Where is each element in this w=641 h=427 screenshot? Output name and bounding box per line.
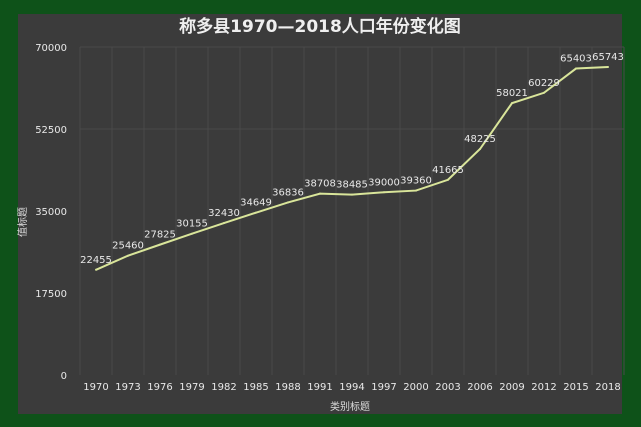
data-point: [287, 201, 289, 204]
x-tick-label: 2012: [531, 382, 556, 393]
y-tick-label: 0: [61, 371, 67, 382]
x-tick-label: 1997: [371, 382, 396, 393]
data-point: [383, 191, 385, 194]
data-label: 39000: [368, 177, 400, 188]
x-tick-label: 1979: [179, 382, 204, 393]
data-point: [223, 222, 225, 225]
x-tick-label: 1976: [147, 382, 172, 393]
data-point: [447, 178, 449, 181]
data-point: [543, 91, 545, 94]
y-tick-label: 70000: [35, 43, 67, 54]
data-label: 22455: [80, 255, 112, 266]
data-label: 30155: [176, 219, 208, 230]
data-label: 65743: [592, 52, 624, 63]
data-point: [351, 193, 353, 196]
data-point: [127, 254, 129, 257]
x-tick-label: 1994: [339, 382, 364, 393]
data-point: [319, 192, 321, 195]
x-tick-label: 1988: [275, 382, 300, 393]
data-point: [191, 232, 193, 235]
data-point: [479, 148, 481, 151]
data-point: [95, 268, 97, 271]
chart-title: 称多县1970—2018人口年份变化图: [179, 16, 461, 37]
data-label: 41665: [432, 165, 464, 176]
x-tick-label: 2006: [467, 382, 492, 393]
data-label: 34649: [240, 198, 272, 209]
x-tick-label: 2000: [403, 382, 428, 393]
data-label: 27825: [144, 230, 176, 241]
data-label: 38708: [304, 179, 336, 190]
data-point: [415, 189, 417, 192]
data-label: 39360: [400, 176, 432, 187]
x-tick-label: 2009: [499, 382, 524, 393]
x-axis-title: 类别标题: [330, 400, 370, 413]
data-point: [607, 65, 609, 68]
x-tick-label: 2018: [595, 382, 620, 393]
x-tick-label: 2015: [563, 382, 588, 393]
x-tick-label: 1982: [211, 382, 236, 393]
x-tick-label: 1985: [243, 382, 268, 393]
y-tick-label: 17500: [35, 289, 67, 300]
y-tick-label: 52500: [35, 125, 67, 136]
data-point: [575, 67, 577, 70]
data-label: 48225: [464, 134, 496, 145]
x-tick-label: 1970: [83, 382, 108, 393]
data-label: 65403: [560, 54, 592, 65]
x-tick-label: 1973: [115, 382, 140, 393]
data-point: [159, 243, 161, 246]
data-point: [255, 211, 257, 214]
chart-panel: [18, 14, 622, 414]
data-label: 58021: [496, 88, 528, 99]
x-tick-label: 2003: [435, 382, 460, 393]
y-axis-title: 值标题: [16, 207, 29, 237]
data-label: 32430: [208, 208, 240, 219]
x-tick-label: 1991: [307, 382, 332, 393]
data-label: 36836: [272, 187, 304, 198]
data-label: 38485: [336, 180, 368, 191]
data-label: 25460: [112, 241, 144, 252]
data-point: [511, 102, 513, 105]
y-tick-label: 35000: [35, 207, 67, 218]
data-label: 60229: [528, 78, 560, 89]
